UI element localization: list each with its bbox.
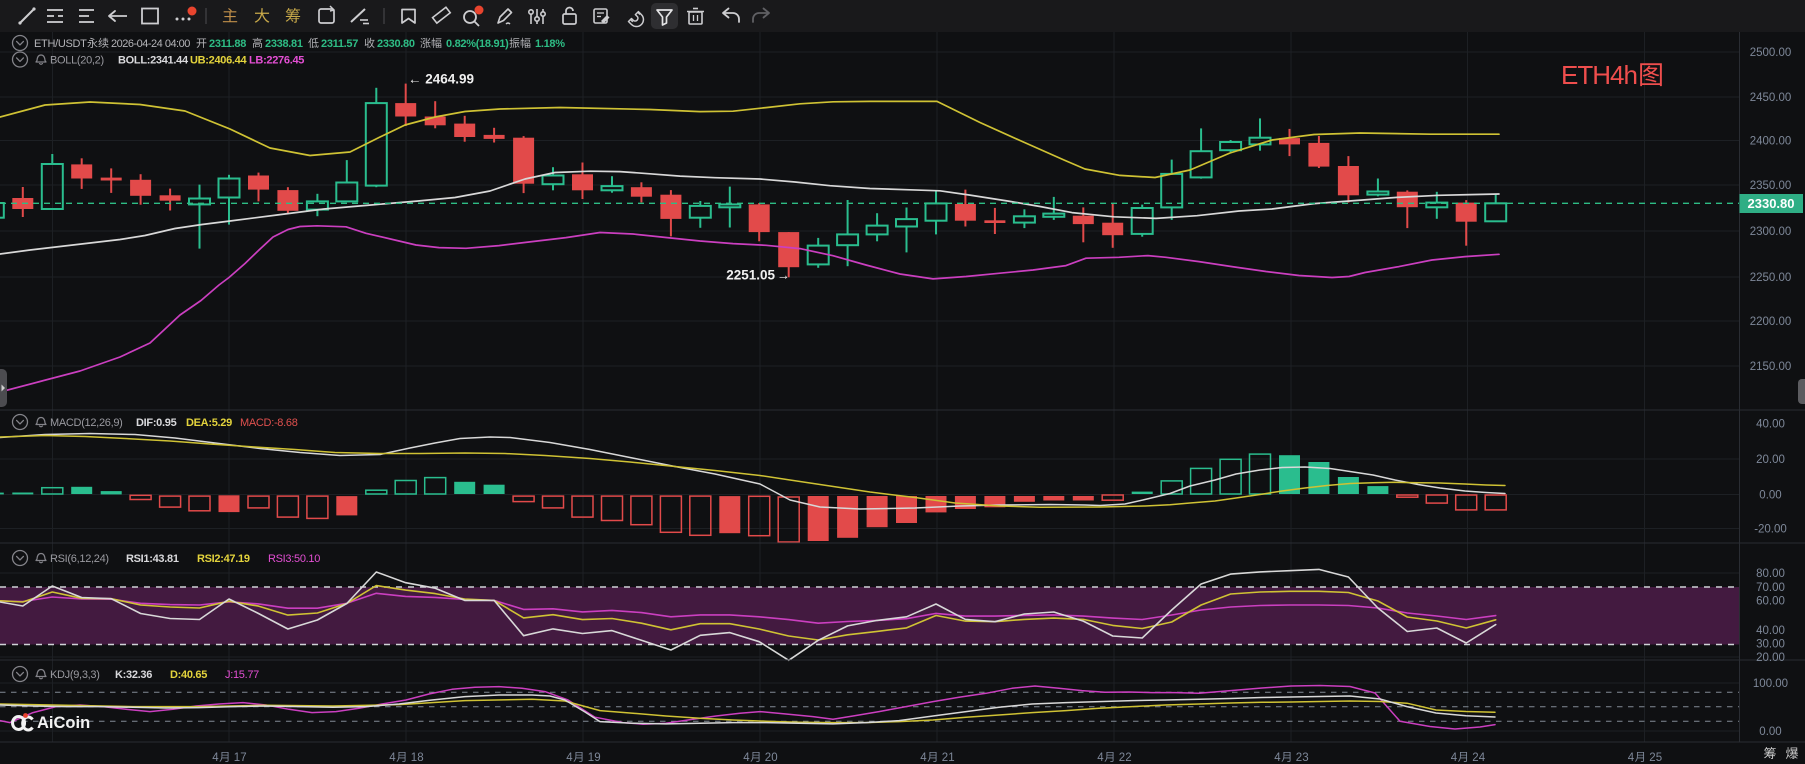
svg-text:RSI1:43.81: RSI1:43.81 bbox=[126, 553, 179, 565]
svg-text:2251.05: 2251.05 bbox=[726, 268, 775, 283]
svg-text:MACD(12,26,9): MACD(12,26,9) bbox=[50, 417, 123, 429]
svg-text:4: 4 bbox=[1274, 752, 1281, 764]
svg-text:4: 4 bbox=[566, 752, 573, 764]
svg-text:60.00: 60.00 bbox=[1756, 596, 1785, 608]
svg-text:23: 23 bbox=[1296, 752, 1309, 764]
svg-text:4: 4 bbox=[920, 752, 927, 764]
svg-text:70.00: 70.00 bbox=[1756, 582, 1785, 594]
svg-text:2300.00: 2300.00 bbox=[1750, 226, 1792, 238]
svg-text:2200.00: 2200.00 bbox=[1750, 316, 1792, 328]
svg-text:4: 4 bbox=[212, 752, 219, 764]
svg-text:80.00: 80.00 bbox=[1756, 568, 1785, 580]
svg-text:2311.88: 2311.88 bbox=[209, 38, 246, 50]
svg-text:0.82%(18.91): 0.82%(18.91) bbox=[446, 38, 509, 50]
svg-text:20.00: 20.00 bbox=[1756, 454, 1785, 466]
svg-text:40.00: 40.00 bbox=[1756, 625, 1785, 637]
svg-text:0.00: 0.00 bbox=[1759, 726, 1781, 738]
svg-text:-20.00: -20.00 bbox=[1754, 524, 1787, 536]
svg-text:BOLL(20,2): BOLL(20,2) bbox=[50, 55, 104, 67]
svg-text:J:15.77: J:15.77 bbox=[225, 669, 259, 681]
svg-text:2338.81: 2338.81 bbox=[265, 38, 303, 50]
svg-text:30.00: 30.00 bbox=[1756, 639, 1785, 651]
svg-text:2500.00: 2500.00 bbox=[1750, 47, 1792, 59]
svg-text:KDJ(9,3,3): KDJ(9,3,3) bbox=[50, 669, 100, 681]
svg-text:20: 20 bbox=[765, 752, 778, 764]
svg-text:RSI3:50.10: RSI3:50.10 bbox=[268, 553, 320, 565]
svg-text:4: 4 bbox=[389, 752, 396, 764]
svg-text:2330.80: 2330.80 bbox=[1748, 196, 1795, 211]
svg-text:ETH4h: ETH4h bbox=[1561, 60, 1637, 90]
svg-text:MACD:-8.68: MACD:-8.68 bbox=[240, 417, 298, 429]
svg-text:← 2464.99: ← 2464.99 bbox=[408, 72, 474, 87]
svg-text:DIF:0.95: DIF:0.95 bbox=[136, 417, 177, 429]
svg-text:19: 19 bbox=[588, 752, 601, 764]
svg-text:1.18%: 1.18% bbox=[535, 38, 565, 50]
svg-text:LB:2276.45: LB:2276.45 bbox=[249, 55, 304, 67]
svg-text:17: 17 bbox=[234, 752, 247, 764]
svg-text:2350.00: 2350.00 bbox=[1750, 180, 1792, 192]
svg-text:25: 25 bbox=[1649, 752, 1662, 764]
svg-text:RSI(6,12,24): RSI(6,12,24) bbox=[50, 553, 109, 565]
svg-text:4: 4 bbox=[1451, 752, 1458, 764]
svg-text:2026-04-24 04:00: 2026-04-24 04:00 bbox=[111, 38, 190, 50]
svg-text:4: 4 bbox=[1628, 752, 1635, 764]
svg-text:2311.57: 2311.57 bbox=[321, 38, 358, 50]
svg-text:K:32.36: K:32.36 bbox=[115, 669, 152, 681]
svg-text:4: 4 bbox=[743, 752, 750, 764]
svg-text:21: 21 bbox=[942, 752, 955, 764]
svg-text:DEA:5.29: DEA:5.29 bbox=[186, 417, 232, 429]
svg-text:100.00: 100.00 bbox=[1753, 678, 1788, 690]
svg-text:18: 18 bbox=[411, 752, 424, 764]
svg-text:BOLL:2341.44: BOLL:2341.44 bbox=[118, 55, 189, 67]
svg-text:2400.00: 2400.00 bbox=[1750, 136, 1792, 148]
svg-text:20.00: 20.00 bbox=[1756, 652, 1785, 664]
svg-text:→: → bbox=[777, 268, 790, 283]
svg-text:ETH/USDT: ETH/USDT bbox=[34, 38, 87, 50]
svg-text:0.00: 0.00 bbox=[1759, 490, 1781, 502]
svg-text:UB:2406.44: UB:2406.44 bbox=[190, 55, 247, 67]
svg-text:RSI2:47.19: RSI2:47.19 bbox=[197, 553, 250, 565]
svg-text:D:40.65: D:40.65 bbox=[170, 669, 207, 681]
svg-text:2330.80: 2330.80 bbox=[377, 38, 415, 50]
svg-text:40.00: 40.00 bbox=[1756, 419, 1785, 431]
svg-text:2250.00: 2250.00 bbox=[1750, 272, 1792, 284]
svg-text:2450.00: 2450.00 bbox=[1750, 92, 1792, 104]
svg-text:2150.00: 2150.00 bbox=[1750, 361, 1792, 373]
svg-text:24: 24 bbox=[1472, 752, 1485, 764]
svg-text:4: 4 bbox=[1097, 752, 1104, 764]
svg-text:22: 22 bbox=[1119, 752, 1132, 764]
svg-text:AiCoin: AiCoin bbox=[37, 714, 90, 732]
